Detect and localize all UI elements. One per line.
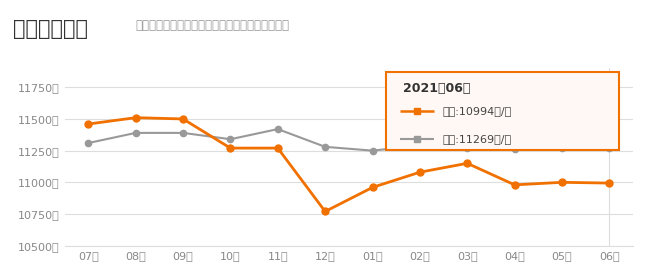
- FancyBboxPatch shape: [386, 72, 619, 150]
- Text: 太原:11269元/㎡: 太原:11269元/㎡: [443, 134, 512, 144]
- Text: 迎泽:10994元/㎡: 迎泽:10994元/㎡: [443, 106, 512, 116]
- Text: 迎泽房价走势: 迎泽房价走势: [13, 19, 88, 39]
- Text: 2021年06月: 2021年06月: [403, 82, 470, 96]
- Text: （房价数据由安居客综合计算所得，供您参考！）: （房价数据由安居客综合计算所得，供您参考！）: [136, 19, 289, 32]
